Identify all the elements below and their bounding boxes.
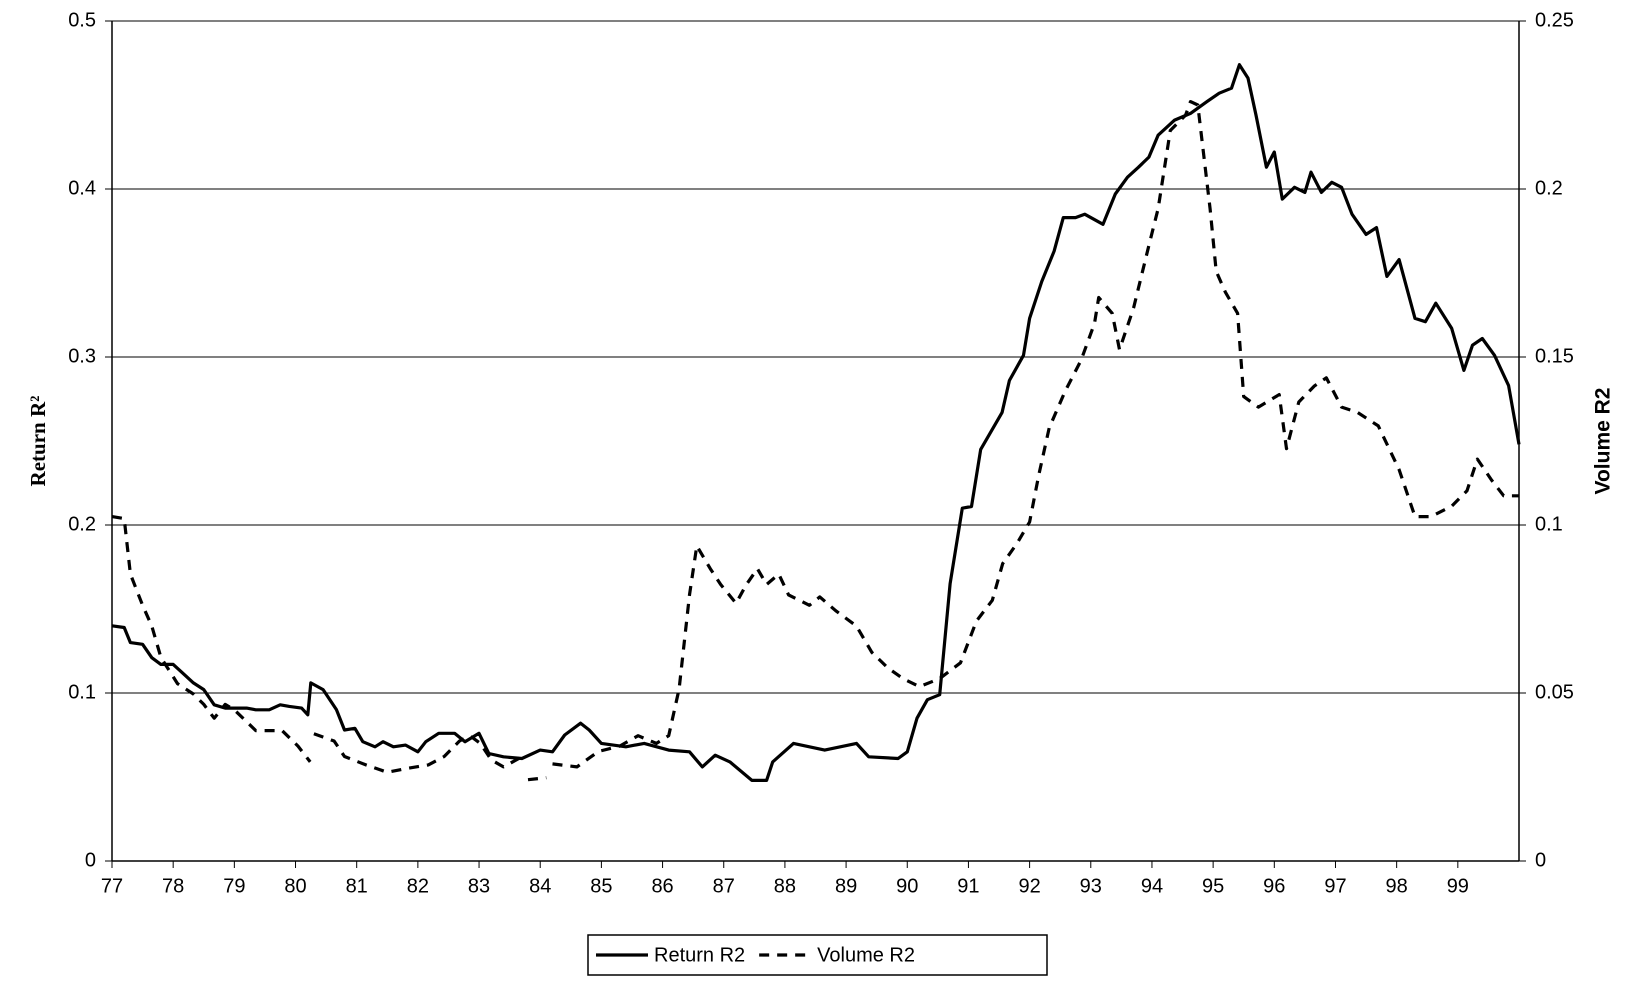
x-tick-label: 98 [1386,875,1408,897]
x-tick-label: 93 [1080,875,1102,897]
x-tick-label: 79 [223,875,245,897]
x-tick-label: 87 [713,875,735,897]
x-tick-label: 86 [651,875,673,897]
y2-tick-label: 0.05 [1535,681,1574,703]
x-tick-label: 80 [284,875,306,897]
y-tick-label: 0.5 [68,9,96,31]
series-line [111,100,1519,782]
legend-label: Volume R2 [817,944,915,966]
y2-tick-label: 0.1 [1535,513,1563,535]
x-tick-label: 85 [590,875,612,897]
x-tick-label: 95 [1202,875,1224,897]
y2-tick-label: 0.15 [1535,345,1574,367]
y-tick-label: 0 [85,849,96,871]
legend-label: Return R2 [654,944,745,966]
x-tick-label: 81 [346,875,368,897]
x-tick-label: 83 [468,875,490,897]
x-tick-label: 88 [774,875,796,897]
y-tick-label: 0.3 [68,345,96,367]
y2-axis-title: Volume R2 [1592,388,1615,495]
y-axis-title: Return R² [26,396,50,487]
y2-tick-label: 0.2 [1535,177,1563,199]
y2-tick-label: 0 [1535,849,1546,871]
x-tick-label: 91 [957,875,979,897]
x-tick-label: 82 [407,875,429,897]
x-tick-label: 94 [1141,875,1163,897]
x-tick-label: 90 [896,875,918,897]
y-tick-label: 0.2 [68,513,96,535]
x-tick-label: 89 [835,875,857,897]
x-tick-label: 97 [1324,875,1346,897]
x-tick-label: 84 [529,875,551,897]
x-tick-label: 99 [1447,875,1469,897]
x-tick-label: 77 [101,875,123,897]
x-tick-label: 78 [162,875,184,897]
y-tick-label: 0.4 [68,177,96,199]
x-tick-label: 92 [1018,875,1040,897]
y2-tick-label: 0.25 [1535,9,1574,31]
series-line [111,63,1521,782]
legend-box [587,934,1048,976]
x-tick-label: 96 [1263,875,1285,897]
y-tick-label: 0.1 [68,681,96,703]
